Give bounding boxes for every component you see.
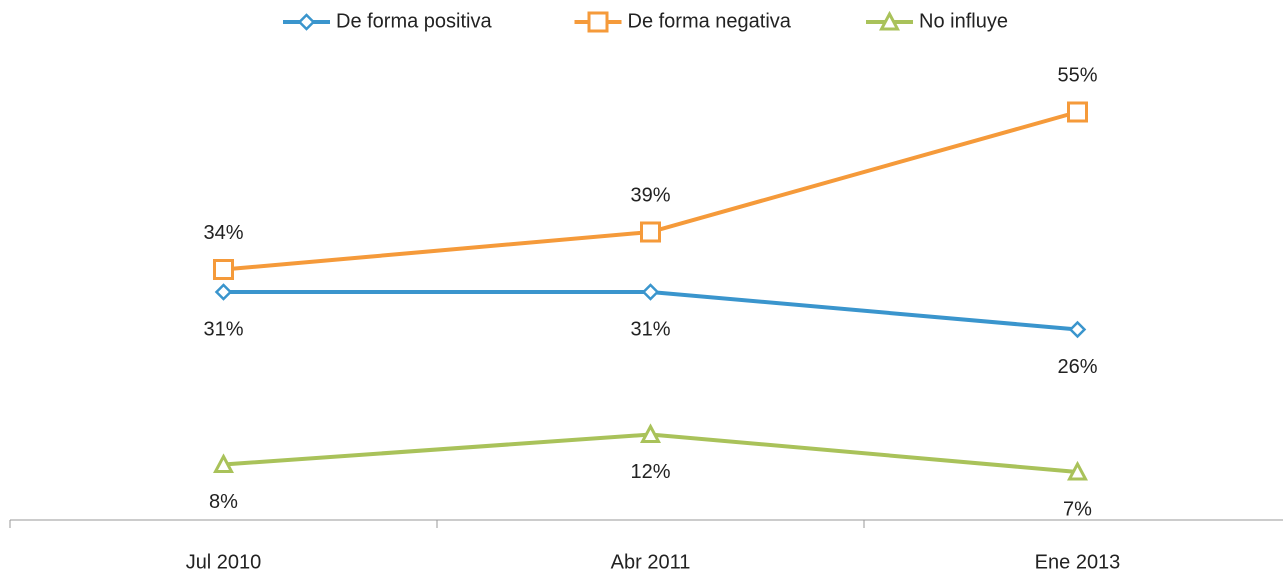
data-label: 31% bbox=[630, 318, 670, 340]
legend-label: No influye bbox=[919, 10, 1008, 32]
marker bbox=[1067, 460, 1088, 481]
marker bbox=[587, 11, 609, 33]
data-label: 55% bbox=[1057, 64, 1097, 86]
marker bbox=[1067, 101, 1088, 123]
marker bbox=[213, 259, 234, 280]
marker bbox=[1068, 320, 1087, 339]
marker bbox=[879, 10, 900, 31]
marker bbox=[640, 221, 661, 243]
marker bbox=[297, 13, 316, 31]
x-tick-label: Abr 2011 bbox=[611, 551, 691, 573]
x-tick-label: Jul 2010 bbox=[186, 551, 262, 573]
data-label: 7% bbox=[1063, 498, 1092, 520]
marker bbox=[641, 283, 660, 301]
data-label: 39% bbox=[630, 184, 670, 206]
data-label: 34% bbox=[203, 222, 243, 244]
data-label: 8% bbox=[209, 491, 238, 513]
marker bbox=[640, 423, 661, 443]
marker bbox=[214, 283, 233, 301]
data-label: 12% bbox=[630, 461, 670, 483]
legend-label: De forma positiva bbox=[336, 10, 492, 32]
legend-label: De forma negativa bbox=[628, 10, 792, 32]
data-label: 31% bbox=[203, 318, 243, 340]
x-tick-label: Ene 2013 bbox=[1035, 551, 1121, 573]
marker bbox=[213, 453, 234, 473]
data-label: 26% bbox=[1057, 356, 1097, 378]
